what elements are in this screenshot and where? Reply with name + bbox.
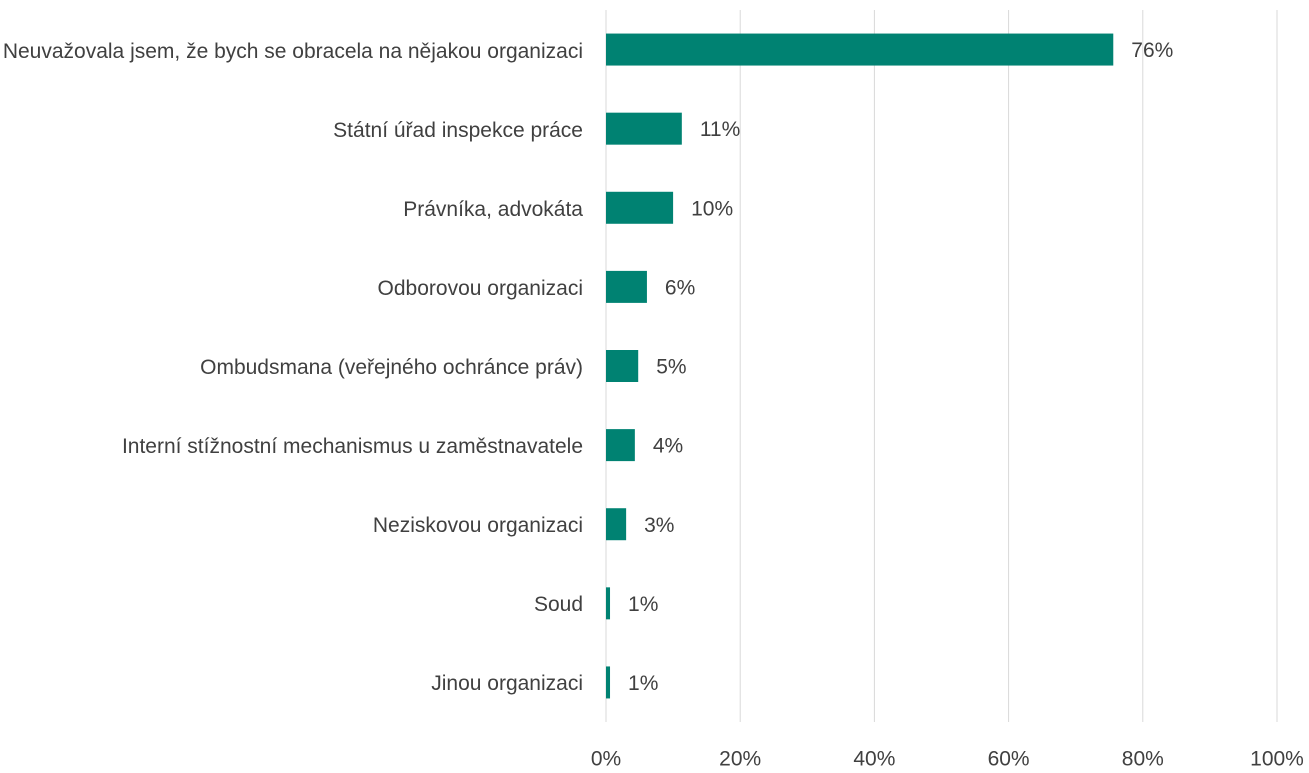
bar bbox=[606, 666, 611, 699]
data-label: 76% bbox=[1131, 39, 1173, 62]
y-tick-label: Státní úřad inspekce práce bbox=[333, 118, 583, 142]
data-label: 3% bbox=[644, 514, 674, 537]
y-tick-label: Neziskovou organizaci bbox=[372, 514, 583, 538]
bar bbox=[606, 112, 682, 145]
bar bbox=[606, 270, 647, 303]
y-tick-label: Neuvažovala jsem, že bych se obracela na… bbox=[2, 39, 583, 63]
x-tick-label: 100% bbox=[1250, 748, 1304, 771]
y-tick-label: Právníka, advokáta bbox=[403, 197, 583, 221]
data-label: 6% bbox=[665, 276, 695, 299]
y-tick-label: Interní stížnostní mechanismus u zaměstn… bbox=[121, 435, 583, 459]
data-label: 1% bbox=[628, 593, 658, 616]
data-label: 1% bbox=[628, 672, 658, 695]
bar bbox=[606, 191, 674, 224]
y-tick-label: Ombudsmana (veřejného ochránce práv) bbox=[200, 356, 583, 379]
data-label: 11% bbox=[700, 118, 740, 141]
data-label: 4% bbox=[653, 435, 683, 458]
data-label: 5% bbox=[656, 356, 686, 379]
y-tick-label: Jinou organizaci bbox=[431, 672, 583, 696]
data-label: 10% bbox=[691, 197, 733, 220]
y-tick-label: Odborovou organizaci bbox=[377, 276, 583, 300]
x-tick-label: 40% bbox=[853, 748, 895, 771]
bar bbox=[606, 508, 627, 541]
x-tick-label: 60% bbox=[988, 748, 1030, 771]
bar bbox=[606, 429, 635, 462]
bar bbox=[606, 587, 611, 620]
bar bbox=[606, 33, 1114, 66]
x-tick-label: 80% bbox=[1122, 748, 1164, 771]
x-tick-label: 20% bbox=[719, 748, 761, 771]
x-tick-label: 0% bbox=[591, 748, 621, 771]
bar bbox=[606, 350, 639, 382]
y-tick-label: Soud bbox=[533, 593, 583, 617]
